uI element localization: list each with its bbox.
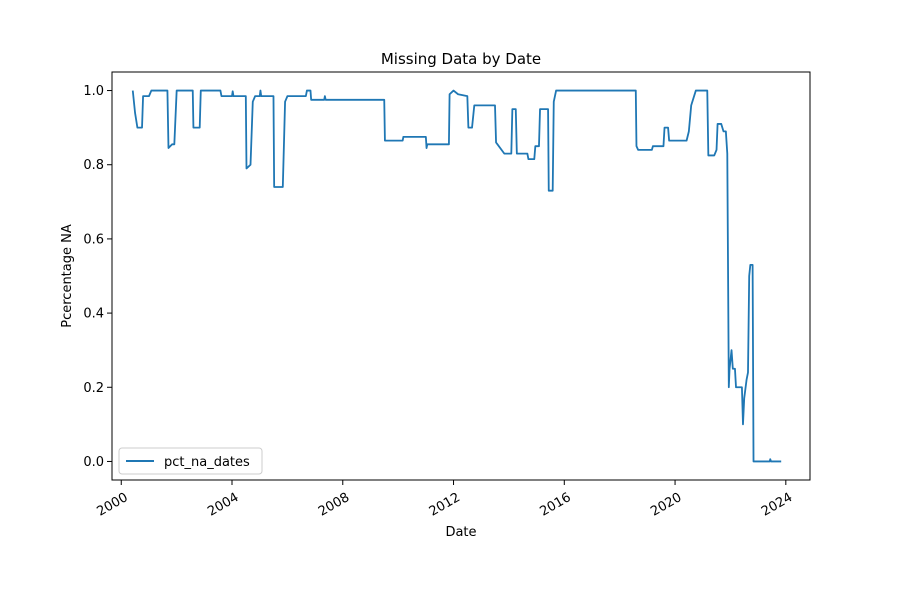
axes-frame (111, 71, 811, 481)
chart-title: Missing Data by Date (381, 50, 541, 68)
y-axis: 0.0 0.2 0.4 0.6 0.8 1.0 (83, 84, 112, 470)
y-tick-label: 0.0 (83, 455, 104, 470)
legend-box (118, 447, 263, 475)
legend-entry-pct_na_dates: pct_na_dates (164, 455, 250, 470)
legend: pct_na_dates (118, 447, 263, 475)
y-tick-label: 0.2 (83, 381, 104, 396)
x-axis-label: Date (445, 525, 476, 540)
y-tick-label: 0.8 (83, 158, 104, 173)
y-tick-label: 1.0 (83, 84, 104, 99)
y-axis-label: Pcercentage NA (60, 224, 75, 328)
y-tick-label: 0.4 (83, 307, 104, 322)
series-line-pct_na_dates (131, 89, 782, 463)
y-tick-label: 0.6 (83, 232, 104, 247)
plot-area (131, 89, 782, 463)
